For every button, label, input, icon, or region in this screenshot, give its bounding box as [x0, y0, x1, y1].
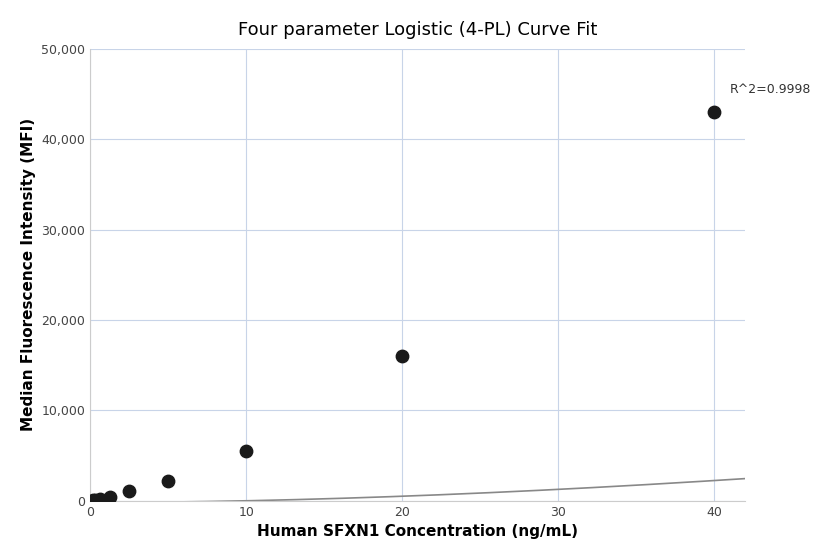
Point [88, 496, 102, 505]
Y-axis label: Median Fluorescence Intensity (MFI): Median Fluorescence Intensity (MFI) [21, 118, 36, 431]
Point [122, 487, 136, 496]
Title: Four parameter Logistic (4-PL) Curve Fit: Four parameter Logistic (4-PL) Curve Fit [238, 21, 597, 39]
X-axis label: Human SFXN1 Concentration (ng/mL): Human SFXN1 Concentration (ng/mL) [257, 524, 578, 539]
Point [240, 446, 253, 455]
Point [161, 477, 175, 486]
Point [707, 108, 721, 116]
Point [395, 352, 409, 361]
Point [86, 496, 99, 505]
Text: R^2=0.9998: R^2=0.9998 [730, 83, 811, 96]
Point [103, 492, 116, 501]
Point [93, 494, 106, 503]
